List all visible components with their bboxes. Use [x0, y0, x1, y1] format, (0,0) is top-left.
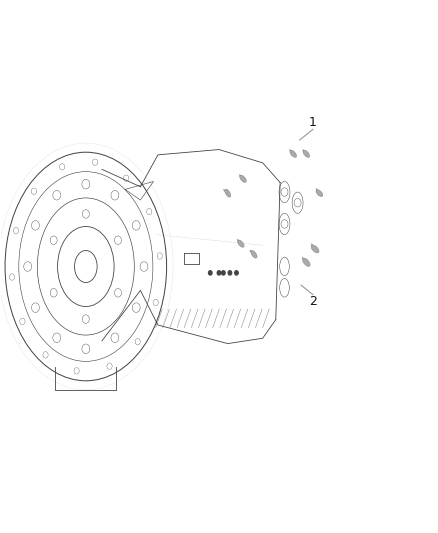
Ellipse shape — [303, 258, 310, 266]
Text: 2: 2 — [309, 295, 317, 308]
Ellipse shape — [225, 189, 231, 197]
Text: 1: 1 — [309, 117, 317, 130]
Circle shape — [228, 271, 232, 275]
Ellipse shape — [290, 150, 297, 157]
Ellipse shape — [237, 240, 244, 247]
Circle shape — [222, 271, 225, 275]
Ellipse shape — [251, 251, 257, 258]
Ellipse shape — [311, 245, 319, 253]
Circle shape — [217, 271, 221, 275]
Ellipse shape — [240, 175, 246, 182]
Ellipse shape — [316, 190, 323, 197]
Ellipse shape — [303, 150, 310, 157]
Circle shape — [208, 271, 212, 275]
Circle shape — [235, 271, 238, 275]
